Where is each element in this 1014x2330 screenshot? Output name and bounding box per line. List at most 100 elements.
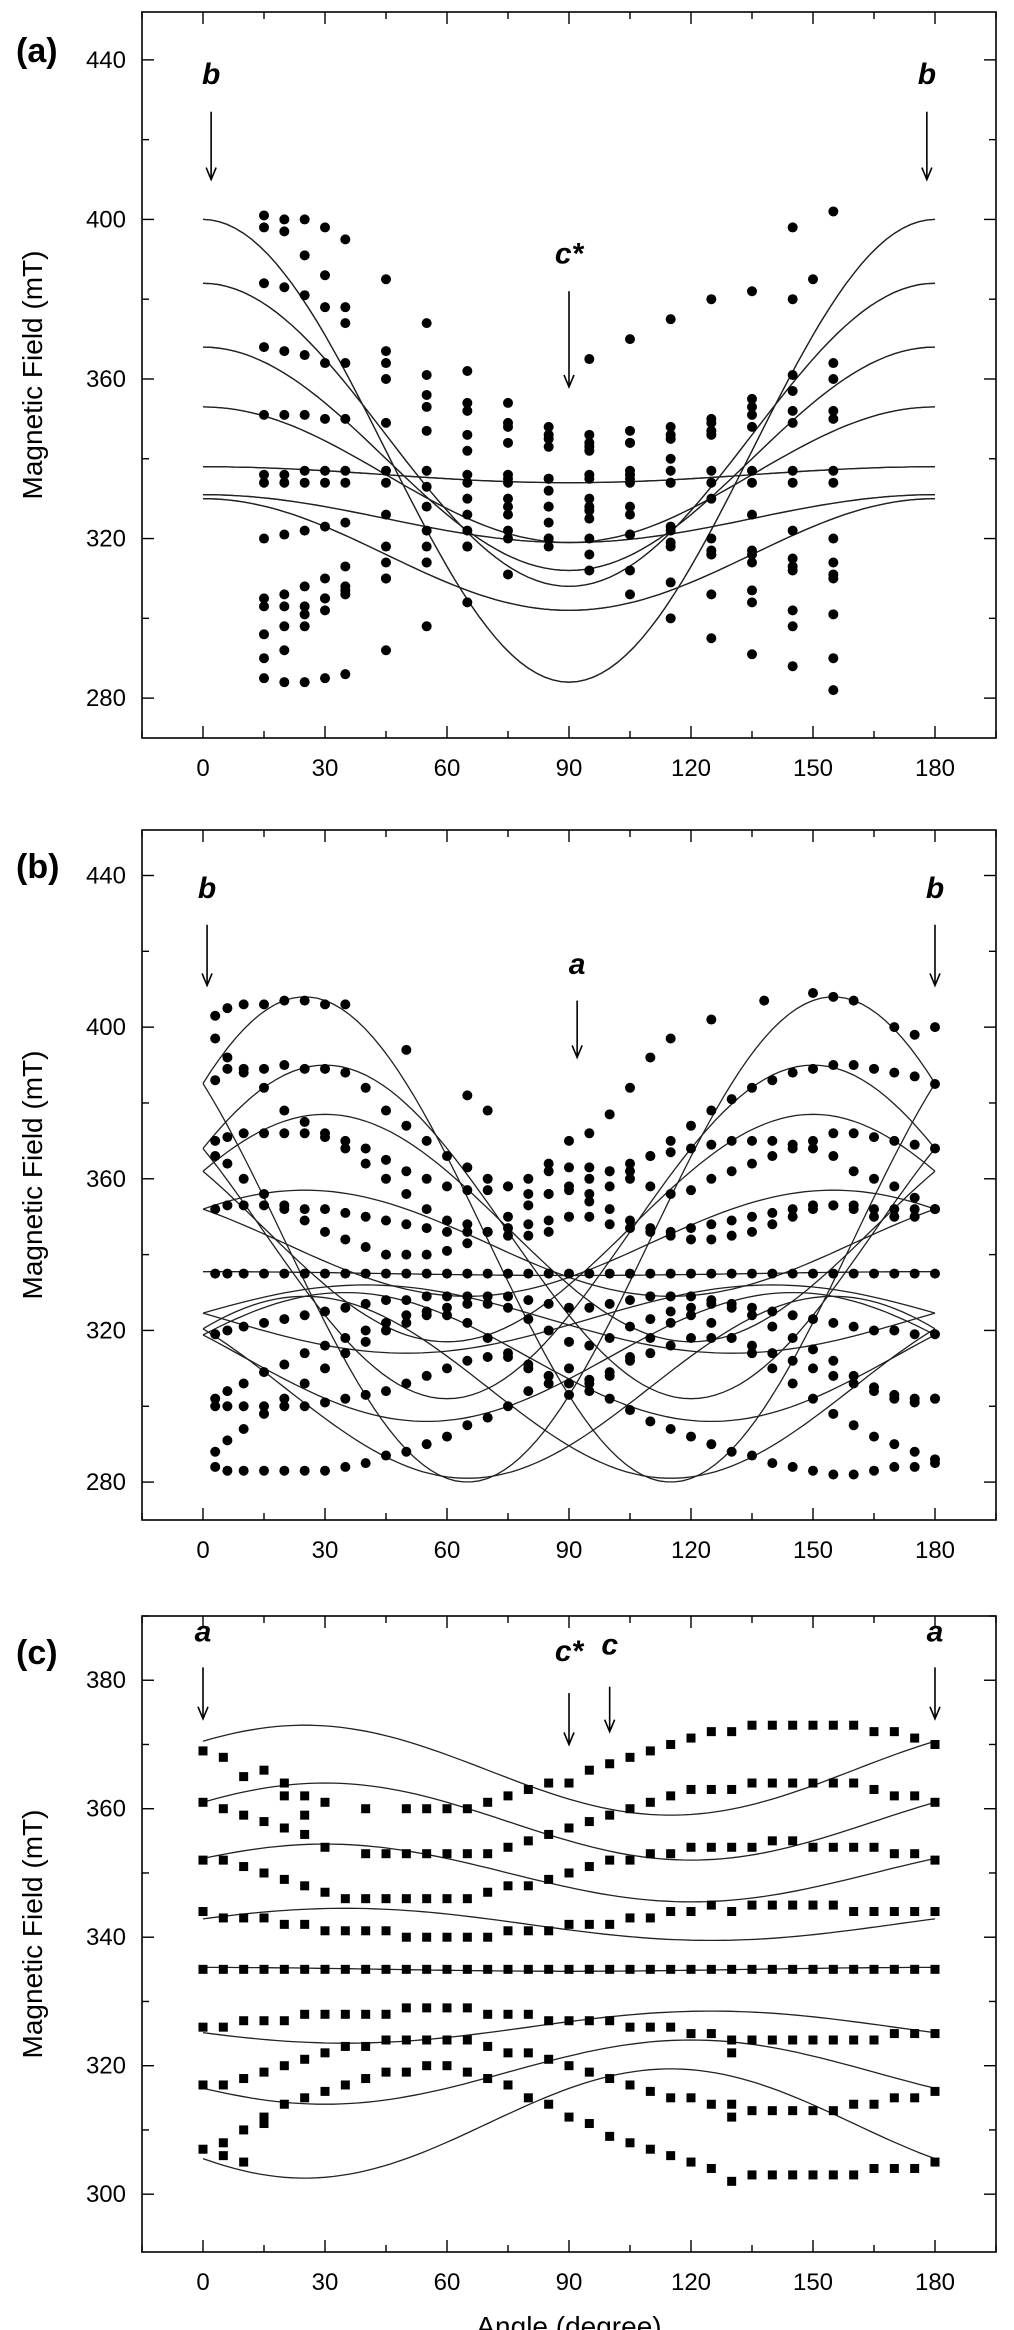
data-point xyxy=(320,302,330,313)
data-point xyxy=(686,1310,696,1321)
data-point xyxy=(848,1128,859,1139)
data-point xyxy=(259,409,269,420)
data-point xyxy=(320,477,330,488)
data-point xyxy=(828,1408,839,1419)
data-point xyxy=(645,1348,656,1359)
y-tick-label: 360 xyxy=(86,1796,126,1823)
data-point xyxy=(483,2009,493,2019)
data-point xyxy=(869,1173,879,1184)
data-point xyxy=(483,1887,493,1897)
data-point xyxy=(299,609,310,620)
data-point xyxy=(503,1842,513,1852)
data-point xyxy=(686,2029,696,2039)
y-tick-label: 360 xyxy=(86,1166,126,1193)
data-point xyxy=(483,2074,493,2084)
data-point xyxy=(299,677,310,688)
data-point xyxy=(442,1894,452,1904)
data-point xyxy=(849,1720,859,1730)
data-point xyxy=(645,2144,655,2154)
x-tick-label: 120 xyxy=(671,755,711,782)
data-point xyxy=(910,2029,920,2039)
data-point xyxy=(279,2061,289,2071)
data-point xyxy=(828,1200,839,1211)
data-point xyxy=(462,597,473,608)
data-point xyxy=(584,1188,595,1199)
data-point xyxy=(421,541,432,552)
data-point xyxy=(279,1393,290,1404)
data-point xyxy=(544,2099,554,2109)
data-point xyxy=(482,1333,493,1344)
data-point xyxy=(320,521,330,532)
data-point xyxy=(442,1181,452,1192)
data-point xyxy=(645,2086,655,2096)
data-point xyxy=(238,1401,249,1412)
data-point xyxy=(808,1900,818,1910)
data-point xyxy=(360,1458,371,1469)
data-point xyxy=(665,537,676,548)
data-point xyxy=(706,294,717,305)
data-point xyxy=(584,1386,595,1397)
data-point xyxy=(605,1855,615,1865)
data-point xyxy=(828,2170,838,2180)
data-point xyxy=(320,270,330,281)
data-point xyxy=(462,469,473,480)
y-axis-label: Magnetic Field (mT) xyxy=(17,1810,48,2059)
x-tick-label: 180 xyxy=(915,1537,955,1564)
data-point xyxy=(299,290,310,301)
data-point xyxy=(320,1797,330,1807)
data-point xyxy=(727,2176,737,2186)
data-point xyxy=(401,1120,412,1131)
data-point xyxy=(482,1291,493,1302)
data-point xyxy=(462,1238,473,1249)
data-point xyxy=(645,1226,656,1237)
data-point xyxy=(320,1226,330,1237)
data-point xyxy=(544,1778,554,1788)
x-tick-label: 120 xyxy=(671,2269,711,2296)
data-point xyxy=(910,1733,920,1743)
data-point xyxy=(706,1173,717,1184)
data-point xyxy=(889,1964,899,1974)
data-point xyxy=(584,2016,594,2026)
data-point xyxy=(787,1461,798,1472)
data-point xyxy=(259,1128,269,1139)
data-point xyxy=(726,1135,737,1146)
data-point xyxy=(665,577,676,588)
data-point xyxy=(218,2022,228,2032)
data-point xyxy=(401,1964,411,1974)
annotation-label: b xyxy=(926,872,944,905)
data-point xyxy=(198,1746,208,1756)
data-point xyxy=(706,1139,717,1150)
data-point xyxy=(462,1317,473,1328)
data-point xyxy=(828,2106,838,2116)
data-point xyxy=(279,2016,289,2026)
data-point xyxy=(210,1010,221,1021)
annotation-arrowhead xyxy=(197,1706,209,1721)
data-point xyxy=(259,533,269,544)
data-point xyxy=(726,1268,737,1279)
data-point xyxy=(238,1128,249,1139)
data-point xyxy=(543,473,554,484)
data-point xyxy=(727,1842,737,1852)
x-tick-label: 120 xyxy=(671,1537,711,1564)
data-point xyxy=(360,1298,371,1309)
x-tick-label: 60 xyxy=(434,755,461,782)
data-point xyxy=(686,1784,696,1794)
data-point xyxy=(543,1378,554,1389)
data-point xyxy=(564,2112,574,2122)
data-point xyxy=(828,653,839,664)
data-point xyxy=(808,1393,818,1404)
data-point xyxy=(747,1135,757,1146)
data-point xyxy=(299,1465,310,1476)
data-point xyxy=(788,2035,798,2045)
data-point xyxy=(543,1188,554,1199)
data-point xyxy=(462,1804,472,1814)
data-point xyxy=(787,525,798,536)
x-tick-label: 150 xyxy=(793,755,833,782)
data-point xyxy=(828,533,839,544)
data-point xyxy=(320,1926,330,1936)
data-point xyxy=(340,477,351,488)
data-point xyxy=(706,1964,716,1974)
data-point xyxy=(544,1874,554,1884)
data-point xyxy=(523,1964,533,1974)
data-point xyxy=(808,1200,818,1211)
